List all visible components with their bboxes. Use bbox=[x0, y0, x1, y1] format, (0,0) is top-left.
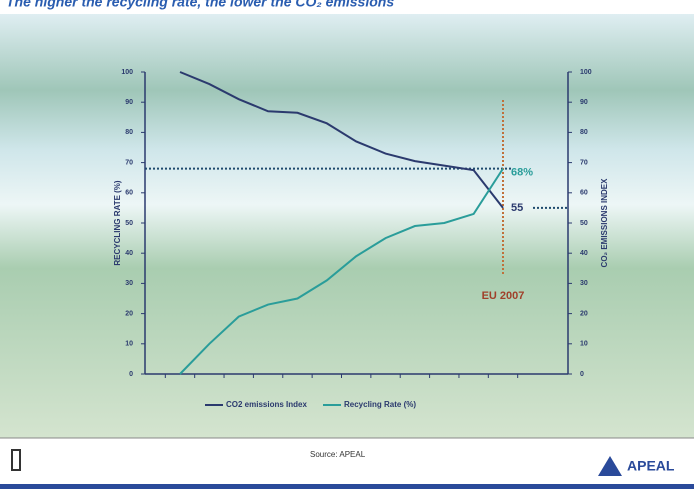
y-axis-label: RECYCLING RATE (%) bbox=[113, 180, 122, 266]
y-tick-label: 0 bbox=[129, 371, 133, 378]
footer-bar bbox=[0, 484, 694, 489]
logo-text: APEAL bbox=[627, 458, 675, 474]
legend-label: Recycling Rate (%) bbox=[344, 400, 416, 409]
y-tick-label: 20 bbox=[125, 310, 133, 317]
data-label: 68% bbox=[511, 167, 533, 179]
legend-label: CO2 emissions Index bbox=[226, 400, 307, 409]
y-tick-label: 40 bbox=[125, 250, 133, 257]
y-tick-label: 10 bbox=[125, 341, 133, 348]
y2-tick-label: 30 bbox=[580, 280, 588, 287]
y2-tick-label: 0 bbox=[580, 371, 584, 378]
source: Source: APEAL bbox=[310, 450, 366, 459]
y2-tick-label: 20 bbox=[580, 310, 588, 317]
y2-tick-label: 90 bbox=[580, 99, 588, 106]
y2-axis-label: CO₂ EMISSIONS INDEX bbox=[600, 178, 609, 268]
y2-tick-label: 100 bbox=[580, 69, 592, 76]
y2-tick-label: 80 bbox=[580, 129, 588, 136]
y-tick-label: 50 bbox=[125, 220, 133, 227]
y2-tick-label: 10 bbox=[580, 341, 588, 348]
annotation: EU 2007 bbox=[482, 290, 525, 302]
data-label: 55 bbox=[511, 202, 523, 214]
slide: The higher the recycling rate, the lower… bbox=[0, 0, 694, 489]
y-tick-label: 80 bbox=[125, 129, 133, 136]
y-tick-label: 100 bbox=[121, 69, 133, 76]
y-tick-label: 30 bbox=[125, 280, 133, 287]
chart-title: The higher the recycling rate, the lower… bbox=[6, 0, 394, 10]
y-tick-label: 60 bbox=[125, 190, 133, 197]
y2-tick-label: 40 bbox=[580, 250, 588, 257]
y2-tick-label: 50 bbox=[580, 220, 588, 227]
y-tick-label: 70 bbox=[125, 159, 133, 166]
y-tick-label: 90 bbox=[125, 99, 133, 106]
y2-tick-label: 60 bbox=[580, 190, 588, 197]
y2-tick-label: 70 bbox=[580, 159, 588, 166]
